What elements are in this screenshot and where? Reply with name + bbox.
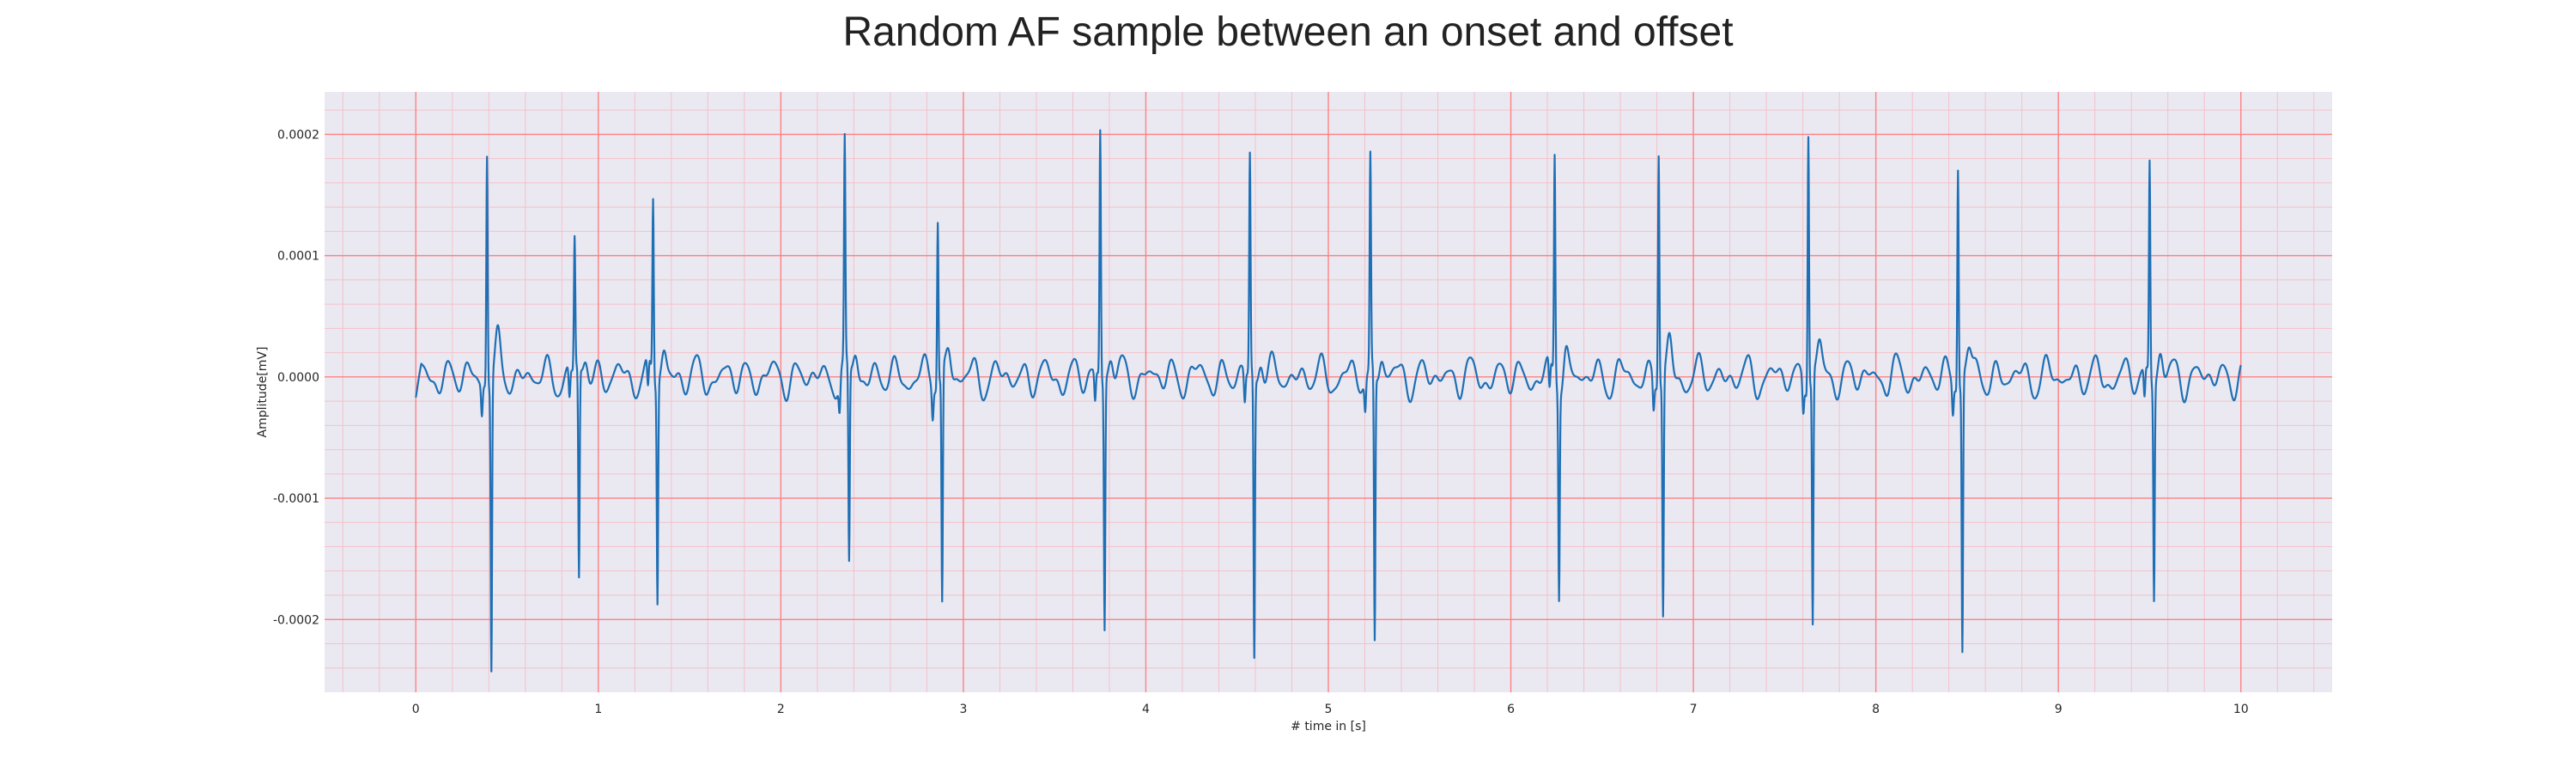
x-tick-label: 0 (412, 703, 420, 716)
y-tick-label: 0.0001 (277, 250, 319, 264)
major-grid (325, 92, 2332, 692)
x-tick-label: 5 (1325, 703, 1333, 716)
y-axis-ticks: -0.0002 -0.0001 0.0000 0.0001 0.0002 (273, 128, 319, 627)
x-tick-label: 10 (2233, 703, 2249, 716)
chart-title: Random AF sample between an onset and of… (842, 9, 1734, 55)
x-tick-label: 2 (777, 703, 785, 716)
y-tick-label: 0.0000 (277, 371, 319, 385)
x-tick-label: 4 (1142, 703, 1150, 716)
x-tick-label: 8 (1872, 703, 1880, 716)
x-tick-label: 1 (594, 703, 602, 716)
y-tick-label: -0.0002 (273, 613, 319, 627)
ecg-signal-line (415, 129, 2242, 673)
x-tick-label: 9 (2055, 703, 2063, 716)
x-tick-label: 3 (959, 703, 967, 716)
y-axis-label: Amplitude[mV] (256, 347, 270, 438)
y-tick-label: 0.0002 (277, 128, 319, 142)
x-tick-label: 6 (1507, 703, 1515, 716)
y-tick-label: -0.0001 (273, 492, 319, 506)
x-tick-label: 7 (1690, 703, 1698, 716)
x-axis-label: # time in [s] (1291, 720, 1366, 733)
x-axis-ticks: 0 1 2 3 4 5 6 7 8 9 10 (412, 703, 2249, 716)
